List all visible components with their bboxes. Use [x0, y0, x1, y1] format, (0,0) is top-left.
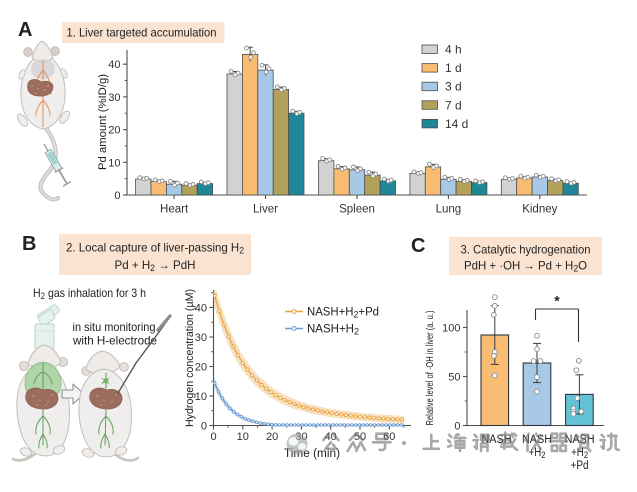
svg-text:50: 50 [448, 372, 460, 384]
svg-text:30: 30 [195, 332, 207, 344]
svg-text:Pd amount (%ID/g): Pd amount (%ID/g) [97, 74, 109, 170]
svg-text:Hydrogen concentration (µM): Hydrogen concentration (µM) [184, 289, 196, 427]
svg-text:Liver: Liver [253, 204, 278, 216]
svg-text:NASH+H2: NASH+H2 [307, 324, 359, 337]
svg-text:10: 10 [237, 431, 249, 443]
svg-text:3. Catalytic hydrogenation: 3. Catalytic hydrogenation [461, 243, 591, 257]
svg-text:4 h: 4 h [445, 43, 462, 57]
svg-text:20: 20 [108, 125, 120, 137]
svg-text:10: 10 [108, 157, 120, 169]
svg-text:+Pd: +Pd [571, 460, 589, 472]
svg-text:Heart: Heart [160, 204, 189, 216]
svg-text:2. Local capture of liver-pass: 2. Local capture of liver-passing H2 [66, 241, 244, 256]
svg-text:0: 0 [454, 421, 460, 433]
svg-text:40: 40 [108, 59, 120, 71]
svg-text:0: 0 [201, 421, 207, 433]
svg-text:0: 0 [210, 431, 216, 443]
svg-text:1. Liver targeted accumulation: 1. Liver targeted accumulation [67, 26, 217, 40]
svg-text:10: 10 [195, 391, 207, 403]
svg-text:20: 20 [266, 431, 278, 443]
svg-text:100: 100 [442, 323, 460, 335]
svg-text:A: A [18, 19, 32, 41]
svg-text:30: 30 [108, 92, 120, 104]
svg-text:in situ monitoring: in situ monitoring [73, 320, 156, 334]
svg-text:14 d: 14 d [445, 117, 468, 131]
svg-text:NASH+H2+Pd: NASH+H2+Pd [307, 307, 379, 320]
svg-text:0: 0 [114, 190, 120, 202]
svg-text:1 d: 1 d [445, 61, 462, 75]
svg-text:C: C [411, 235, 425, 257]
svg-text:+H2: +H2 [529, 447, 546, 460]
svg-text:+H2: +H2 [571, 447, 588, 460]
svg-text:Spleen: Spleen [339, 204, 375, 216]
svg-text:Lung: Lung [436, 204, 462, 216]
svg-text:40: 40 [195, 303, 207, 315]
svg-text:7 d: 7 d [445, 98, 462, 112]
svg-text:*: * [554, 293, 560, 309]
svg-text:Kidney: Kidney [522, 204, 557, 216]
svg-text:20: 20 [195, 362, 207, 374]
svg-text:H2 gas inhalation for 3 h: H2 gas inhalation for 3 h [33, 286, 146, 301]
svg-text:3 d: 3 d [445, 80, 462, 94]
svg-text:with H-electrode: with H-electrode [72, 334, 157, 348]
svg-text:Pd + H2 → PdH: Pd + H2 → PdH [115, 258, 196, 273]
svg-text:PdH + ·OH → Pd + H2O: PdH + ·OH → Pd + H2O [464, 259, 587, 274]
svg-text:Relative level of ·OH in liver: Relative level of ·OH in liver (a. u.) [424, 311, 436, 426]
svg-text:B: B [22, 233, 36, 255]
